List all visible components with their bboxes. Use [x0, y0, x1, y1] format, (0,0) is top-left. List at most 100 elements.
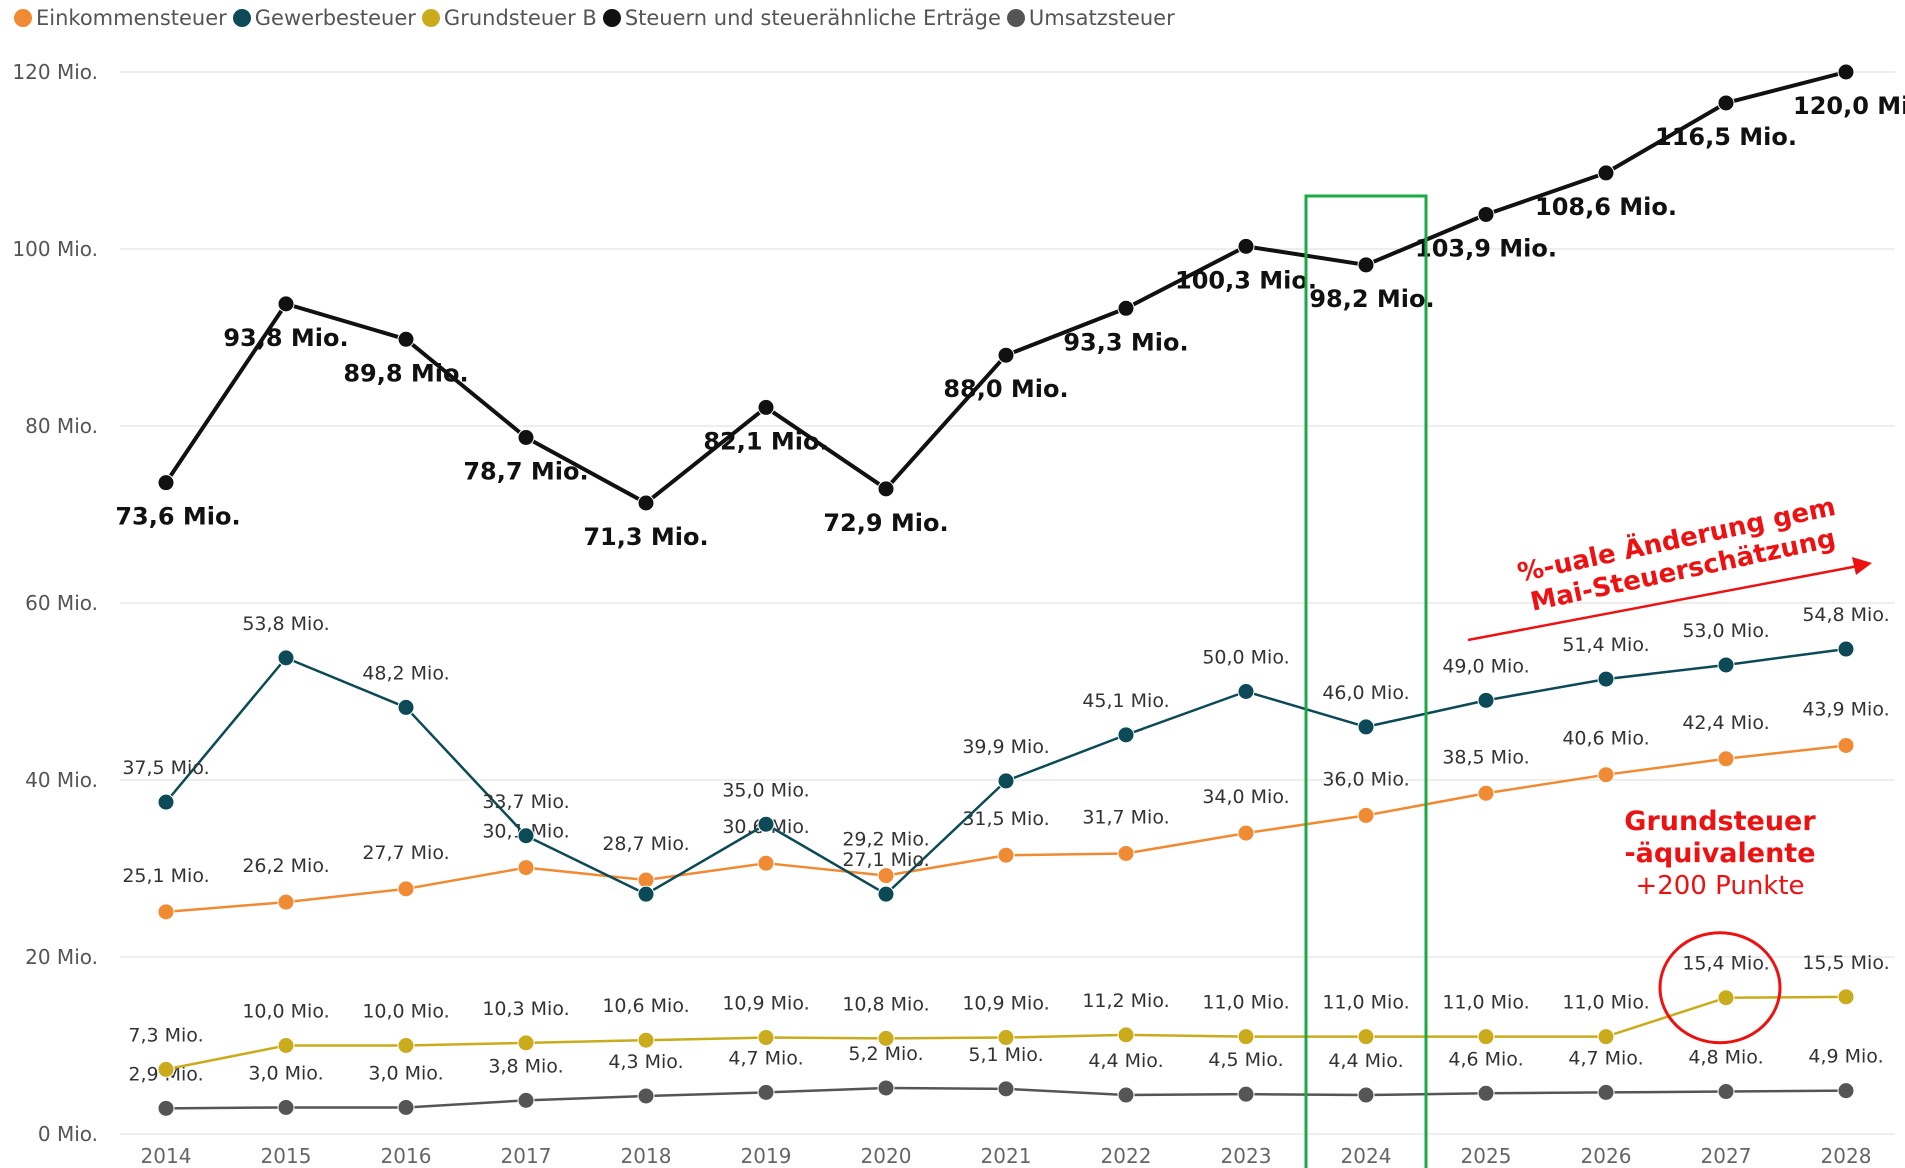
data-point: [877, 480, 895, 498]
series-2: 25,1 Mio. 26,2 Mio.27,7 Mio.30,1 Mio.28,7…: [122, 698, 1890, 921]
data-label: 35,0 Mio.: [722, 779, 809, 801]
data-label: 72,9 Mio.: [823, 509, 948, 537]
data-point: [1837, 736, 1855, 754]
data-label: 50,0 Mio.: [1202, 647, 1289, 669]
data-label: 43,9 Mio.: [1802, 698, 1889, 720]
data-label: 15,4 Mio.: [1682, 953, 1769, 975]
data-point: [877, 885, 895, 903]
data-label: 31,7 Mio.: [1082, 806, 1169, 828]
data-label: 10,6 Mio.: [602, 995, 689, 1017]
data-label: 49,0 Mio.: [1442, 655, 1529, 677]
data-label: 37,5 Mio.: [122, 757, 209, 779]
x-tick-label: 2027: [1701, 1144, 1752, 1168]
data-point: [157, 474, 175, 492]
x-tick-label: 2016: [381, 1144, 432, 1168]
y-tick-label: 80 Mio.: [25, 414, 98, 438]
y-tick-label: 120 Mio.: [12, 60, 98, 84]
data-label: 11,0 Mio.: [1202, 992, 1289, 1014]
data-point: [517, 1034, 535, 1052]
x-tick-label: 2022: [1101, 1144, 1152, 1168]
data-point: [1357, 256, 1375, 274]
data-point: [517, 827, 535, 845]
y-tick-label: 60 Mio.: [25, 591, 98, 615]
data-point: [517, 859, 535, 877]
data-point: [1117, 844, 1135, 862]
data-point: [1477, 1084, 1495, 1102]
data-label: 11,0 Mio.: [1442, 992, 1529, 1014]
data-label: 5,1 Mio.: [968, 1044, 1043, 1066]
data-point: [1717, 989, 1735, 1007]
data-label: 38,5 Mio.: [1442, 746, 1529, 768]
x-tick-label: 2025: [1461, 1144, 1512, 1168]
data-point: [997, 1029, 1015, 1047]
legend-marker-grundsteuer-b: [421, 9, 440, 27]
x-tick-label: 2019: [741, 1144, 792, 1168]
x-tick-label: 2023: [1221, 1144, 1272, 1168]
data-label: 4,6 Mio.: [1448, 1048, 1523, 1070]
data-point: [277, 893, 295, 911]
data-label: 39,9 Mio.: [962, 736, 1049, 758]
data-point: [637, 885, 655, 903]
data-label: 89,8 Mio.: [343, 359, 468, 387]
data-point: [877, 1079, 895, 1097]
y-tick-label: 40 Mio.: [25, 768, 98, 792]
x-tick-label: 2028: [1821, 1144, 1872, 1168]
grundsteuer-circle: [1658, 931, 1782, 1045]
data-label: 4,9 Mio.: [1808, 1046, 1883, 1068]
series-0: 73,6 Mio. 93,8 Mio. 89,8 Mio. 78,7 Mio. 71,3…: [115, 63, 1905, 551]
data-point: [1837, 1082, 1855, 1100]
data-point: [397, 1098, 415, 1116]
data-point: [637, 871, 655, 889]
highlight-box: [1304, 194, 1428, 1168]
data-label: 46,0 Mio.: [1322, 682, 1409, 704]
data-point: [517, 1091, 535, 1109]
grundsteuer-annotation: Grundsteuer -äquivalente +200 Punkte: [1600, 806, 1840, 902]
series-line: [164, 70, 1847, 505]
data-label: 5,2 Mio.: [848, 1043, 923, 1065]
data-point: [1717, 1083, 1735, 1101]
legend-item-grundsteuer-b[interactable]: Grundsteuer B: [421, 6, 597, 30]
data-point: [1597, 670, 1615, 688]
data-label: 10,8 Mio.: [842, 993, 929, 1015]
x-tick-label: 2020: [861, 1144, 912, 1168]
data-point: [277, 295, 295, 313]
data-label: 3,8 Mio.: [488, 1055, 563, 1077]
data-point: [1357, 1086, 1375, 1104]
data-label: 15,5 Mio.: [1802, 952, 1889, 974]
data-label: 116,5 Mio.: [1655, 123, 1797, 151]
data-point: [637, 494, 655, 512]
legend-item-gewerbesteuer[interactable]: Gewerbesteuer: [232, 6, 416, 30]
data-label: 73,6 Mio.: [115, 503, 240, 531]
legend-item-einkommensteuer[interactable]: Einkommensteuer: [14, 6, 227, 30]
data-point: [157, 903, 175, 921]
data-point: [397, 698, 415, 716]
data-point: [1477, 1028, 1495, 1046]
data-point: [157, 1099, 175, 1117]
data-point: [1477, 205, 1495, 223]
data-label: 26,2 Mio.: [242, 855, 329, 877]
data-point: [1837, 988, 1855, 1006]
data-point: [1597, 1083, 1615, 1101]
data-point: [757, 1083, 775, 1101]
data-label: 10,0 Mio.: [362, 1001, 449, 1023]
data-point: [757, 854, 775, 872]
x-tick-label: 2015: [261, 1144, 312, 1168]
legend-label-steuern-gesamt: Steuern und steuerähnliche Erträge: [624, 6, 1001, 30]
data-label: 7,3 Mio.: [128, 1024, 203, 1046]
legend-item-steuern-gesamt[interactable]: Steuern und steuerähnliche Erträge: [602, 6, 1001, 30]
x-tick-label: 2026: [1581, 1144, 1632, 1168]
data-label: 100,3 Mio.: [1175, 266, 1317, 294]
data-point: [1357, 806, 1375, 824]
legend-item-umsatzsteuer[interactable]: Umsatzsteuer: [1006, 6, 1175, 30]
data-point: [277, 649, 295, 667]
y-tick-label: 100 Mio.: [12, 237, 98, 261]
data-point: [277, 1098, 295, 1116]
data-label: 36,0 Mio.: [1322, 768, 1409, 790]
data-label: 71,3 Mio.: [583, 523, 708, 551]
data-label: 27,1 Mio.: [842, 849, 929, 871]
data-label: 4,7 Mio.: [1568, 1047, 1643, 1069]
x-tick-label: 2018: [621, 1144, 672, 1168]
data-label: 98,2 Mio.: [1309, 285, 1434, 313]
data-point: [637, 1031, 655, 1049]
